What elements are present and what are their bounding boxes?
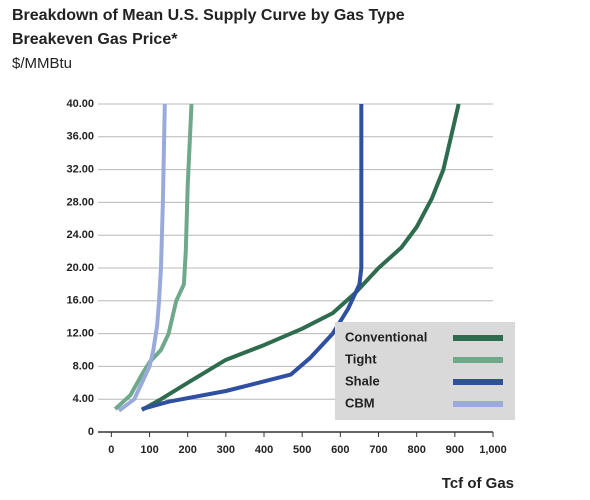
y-tick-label: 12.00 <box>66 328 94 340</box>
y-tick-label: 24.00 <box>66 229 94 241</box>
series-line <box>113 103 194 411</box>
x-tick-label: 300 <box>217 444 235 456</box>
y-tick-label: 36.00 <box>66 131 94 143</box>
x-tick-label: 1,000 <box>479 444 507 456</box>
y-tick-label: 8.00 <box>73 360 94 372</box>
legend-label: Tight <box>345 351 377 366</box>
y-tick-label: 32.00 <box>66 164 94 176</box>
y-tick-label: 0 <box>88 426 94 438</box>
y-tick-label: 16.00 <box>66 295 94 307</box>
series-line <box>141 104 364 411</box>
x-tick-label: 0 <box>108 444 114 456</box>
x-tick-label: 200 <box>179 444 197 456</box>
legend-label: CBM <box>345 395 375 410</box>
x-axis-label: Tcf of Gas <box>442 475 514 492</box>
chart-subtitle: Breakeven Gas Price* <box>12 31 178 48</box>
legend-label: Conventional <box>345 329 427 344</box>
y-axis-label: $/MMBtu <box>12 55 72 72</box>
y-tick-label: 4.00 <box>73 393 94 405</box>
chart-title: Breakdown of Mean U.S. Supply Curve by G… <box>12 7 405 24</box>
x-tick-label: 900 <box>446 444 464 456</box>
y-tick-label: 20.00 <box>66 262 94 274</box>
legend-label: Shale <box>345 373 380 388</box>
y-tick-label: 28.00 <box>66 196 94 208</box>
x-tick-label: 400 <box>255 444 273 456</box>
x-tick-label: 500 <box>293 444 311 456</box>
x-tick-label: 800 <box>407 444 425 456</box>
series-line <box>117 103 167 413</box>
y-tick-label: 40.00 <box>66 98 94 110</box>
x-tick-label: 600 <box>331 444 349 456</box>
x-tick-label: 700 <box>369 444 387 456</box>
x-tick-label: 100 <box>140 444 158 456</box>
